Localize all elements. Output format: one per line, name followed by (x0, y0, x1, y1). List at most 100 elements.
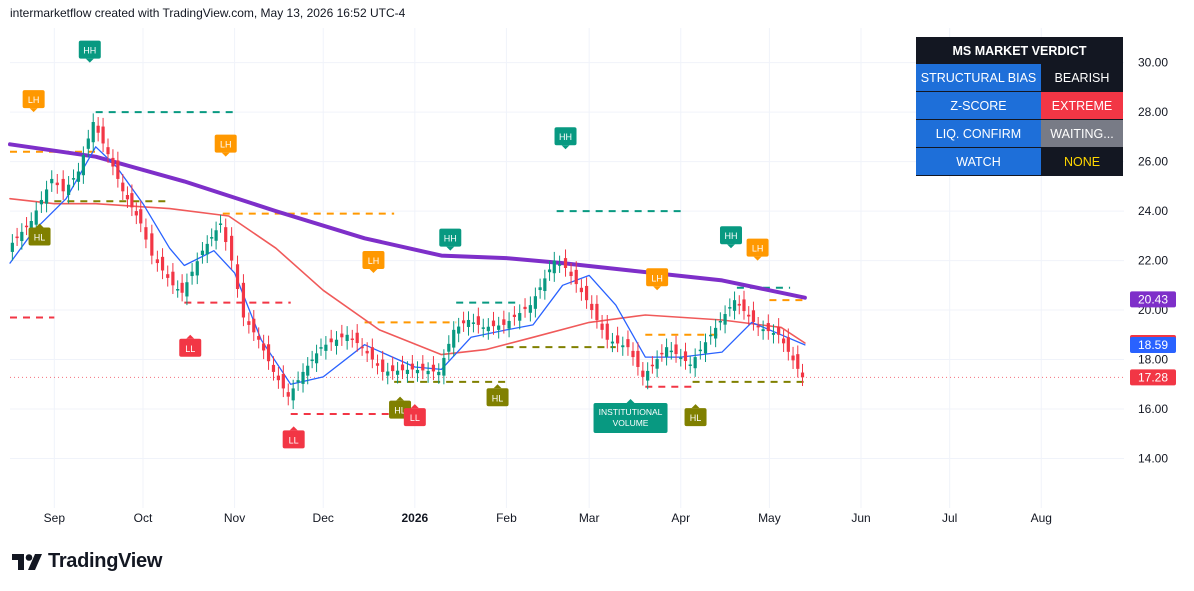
marker-box (282, 430, 305, 449)
candle-body (230, 235, 234, 261)
candle-body (375, 363, 380, 366)
candle-body (579, 287, 584, 293)
tradingview-logo[interactable]: TradingView (12, 550, 162, 573)
candle-body (800, 372, 805, 378)
candle-body (247, 321, 251, 325)
marker-pointer (446, 246, 455, 251)
x-tick-label: Mar (579, 511, 600, 525)
candle-body (523, 306, 527, 310)
marker-pointer (396, 396, 405, 401)
marker-box (554, 127, 577, 146)
candle-body (81, 155, 85, 176)
candle-body (674, 344, 678, 355)
last-value-text: 18.59 (1138, 338, 1168, 352)
marker-pointer (186, 334, 195, 339)
verdict-row-liq-confirm: LIQ. CONFIRM WAITING... (916, 120, 1123, 148)
candle-body (400, 364, 405, 371)
candle-body (24, 225, 29, 228)
candle-body (266, 344, 271, 362)
candle-body (442, 357, 446, 376)
x-tick-label: Nov (224, 511, 245, 525)
chart-series (8, 113, 807, 410)
candle-body (518, 313, 522, 321)
candle-body (528, 305, 532, 313)
candle-body (180, 282, 184, 293)
last-value-label: 18.59 (1130, 336, 1176, 353)
marker-pointer (85, 58, 94, 63)
chart-grid (10, 28, 1124, 508)
marker-label: HH (724, 231, 737, 241)
candle-body (636, 350, 640, 367)
candle-body (563, 258, 568, 268)
verdict-row-watch: WATCH NONE (916, 148, 1123, 176)
candle-body (558, 264, 562, 266)
candle-body (101, 126, 105, 144)
candle-body (415, 369, 420, 374)
x-tick-label: Dec (313, 511, 334, 525)
annotation-pointer (626, 399, 635, 404)
structure-levels (10, 111, 805, 415)
structure-marker-hl: HL (486, 384, 509, 407)
candle-body (610, 341, 615, 344)
verdict-label: LIQ. CONFIRM (916, 120, 1041, 148)
marker-pointer (410, 404, 419, 409)
structure-markers: LHHHHLLHLLLLLHHLLLHHHLHHLHLLHLHHLHINSTIT… (22, 40, 769, 449)
candle-body (796, 354, 800, 369)
structure-marker-hh: HH (554, 127, 577, 150)
candle-body (747, 314, 751, 317)
candle-body (437, 371, 441, 376)
candle-body (655, 359, 659, 369)
last-value-label: 20.43 (1130, 291, 1176, 308)
y-tick-label: 18.00 (1138, 353, 1168, 367)
candle-body (195, 261, 199, 276)
candle-body (355, 332, 359, 344)
candle-body (39, 199, 43, 205)
candle-body (600, 323, 604, 330)
y-tick-label: 28.00 (1138, 105, 1168, 119)
candle-body (641, 370, 645, 377)
marker-box (214, 134, 237, 153)
candle-body (125, 195, 130, 200)
candle-body (771, 332, 776, 335)
structure-marker-lh: LH (646, 268, 669, 291)
marker-label: HL (394, 406, 406, 416)
candle-body (538, 287, 542, 291)
candle-body (569, 271, 573, 277)
verdict-table-title: MS MARKET VERDICT (916, 37, 1123, 64)
candle-body (360, 346, 364, 349)
structure-marker-hh: HH (78, 40, 101, 63)
candle-body (737, 303, 741, 306)
candle-body (791, 355, 795, 361)
candle-body (171, 271, 175, 286)
candle-body (214, 230, 218, 241)
candle-body (185, 282, 189, 297)
candle-body (50, 178, 54, 184)
candle-body (584, 285, 589, 301)
structure-marker-lh: LH (22, 90, 45, 113)
candle-body (71, 178, 76, 180)
candle-body (324, 344, 328, 351)
candle-body (543, 278, 547, 292)
marker-box (746, 238, 769, 257)
candle-body (116, 160, 120, 179)
y-axis: 14.0016.0018.0020.0022.0024.0026.0028.00… (1138, 56, 1168, 466)
candle-body (605, 323, 609, 340)
marker-label: LH (220, 140, 232, 150)
annotation-box (593, 403, 668, 434)
candle-body (345, 334, 349, 341)
verdict-label: STRUCTURAL BIAS (916, 64, 1041, 92)
candle-body (631, 350, 635, 358)
candle-body (34, 210, 38, 225)
marker-box (403, 408, 426, 427)
marker-box (439, 228, 462, 247)
marker-label: HH (559, 132, 572, 142)
verdict-value: BEARISH (1041, 64, 1123, 92)
candle-body (688, 364, 692, 366)
y-tick-label: 14.00 (1138, 452, 1168, 466)
marker-label: HH (83, 46, 96, 56)
candle-body (139, 209, 143, 224)
candle-body (200, 250, 205, 256)
y-tick-label: 24.00 (1138, 204, 1168, 218)
